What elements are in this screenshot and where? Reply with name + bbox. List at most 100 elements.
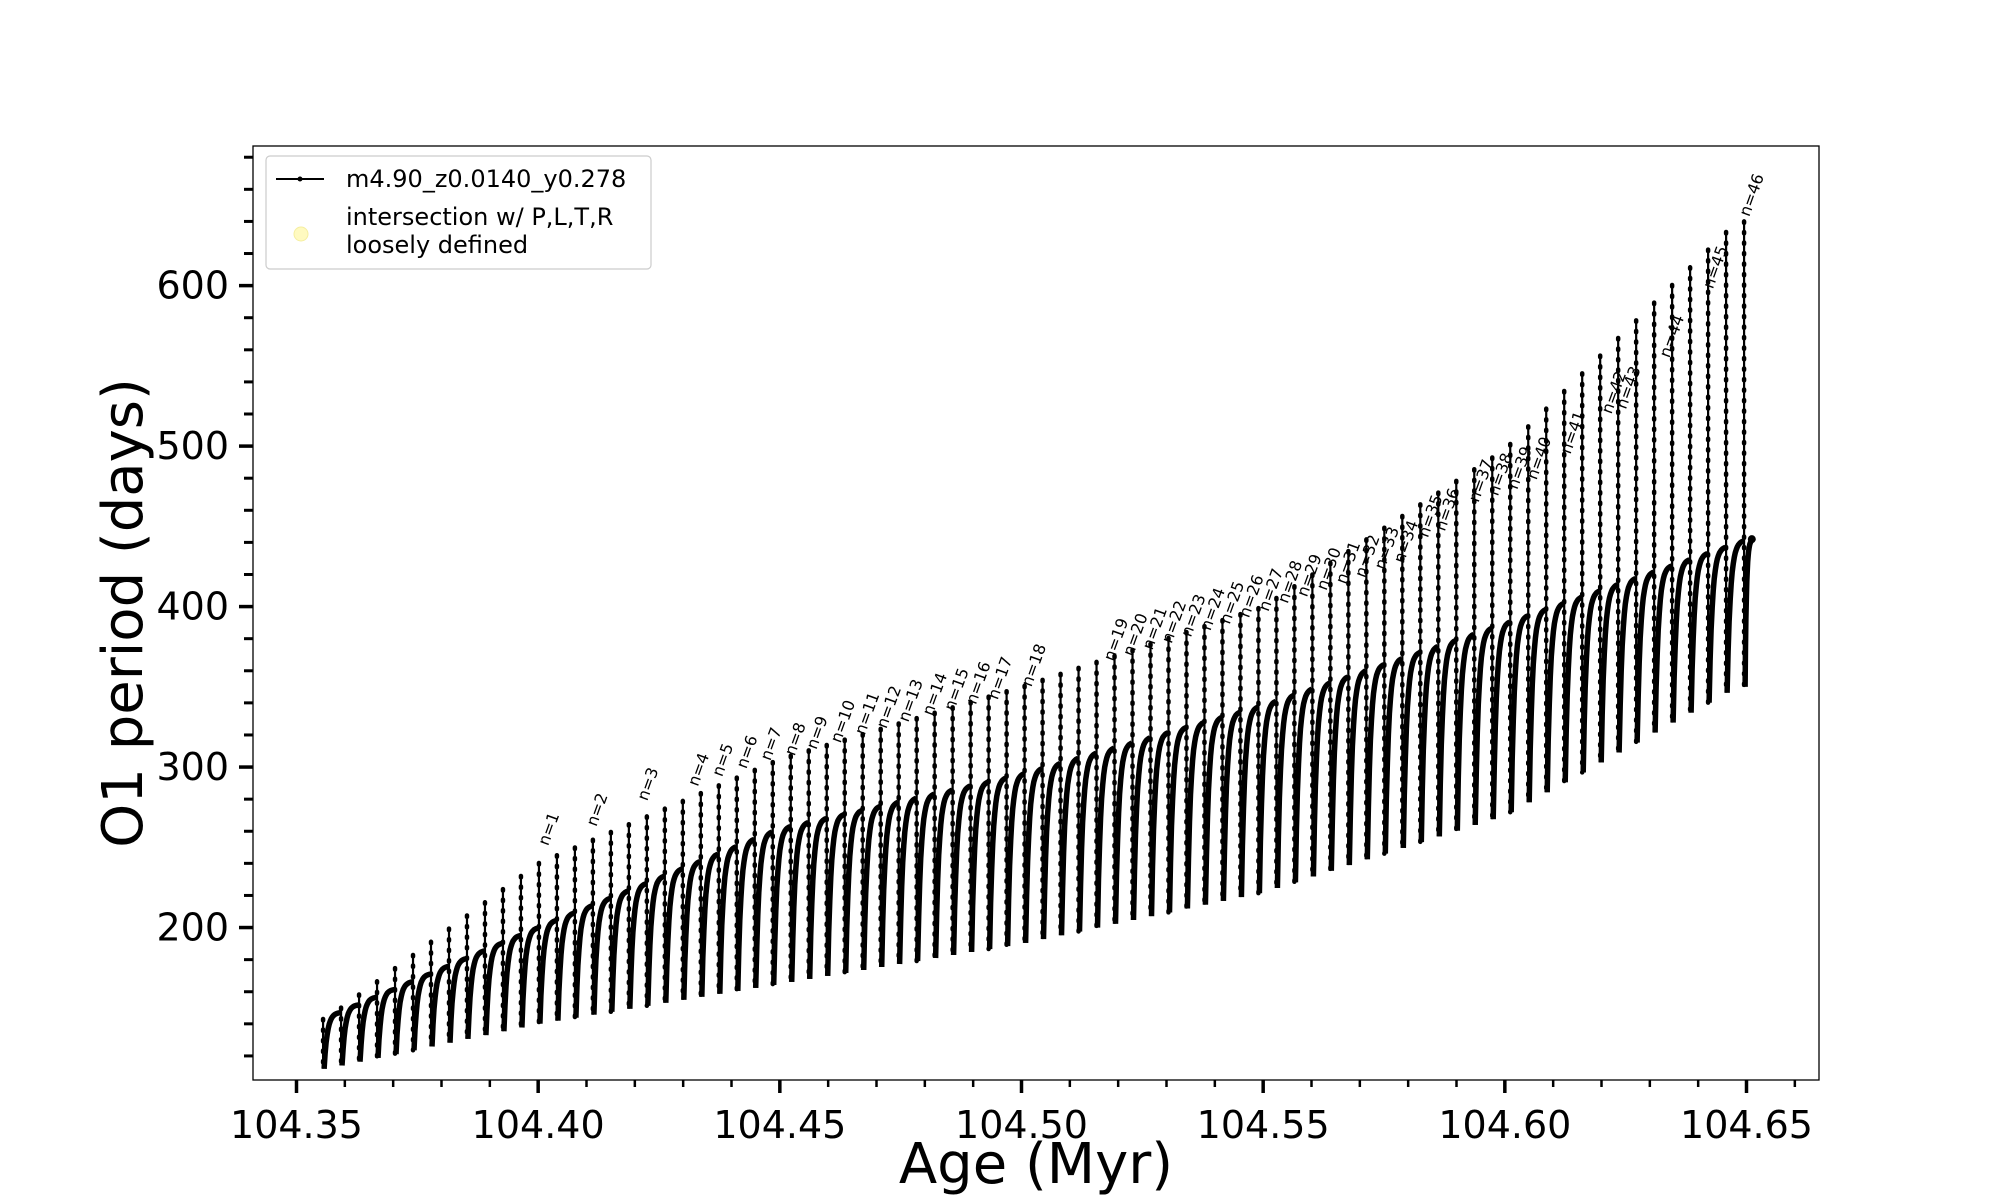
legend: m4.90_z0.0140_y0.278 intersection w/ P,L… [265,155,652,270]
series-cycle-curve [1472,625,1494,825]
series-cycle-curve [1508,613,1530,813]
series-cycle-curve [1274,692,1296,889]
series-cycle-curve [609,888,631,1012]
series-cycle-curve [1346,668,1368,866]
series-cycle-curve [411,971,433,1051]
plot-frame [252,145,1820,1081]
series-cycle-curve [806,815,828,979]
series-cycle-curve [447,956,469,1043]
series-cycle-curve [1634,569,1656,743]
series-cycle-curve [1292,686,1314,883]
y-axis-label: O1 period (days) [91,378,156,848]
y-axis: 200 300 400 500 600 [156,155,253,1058]
series-layer [320,219,1756,1072]
x-axis: 104.35 104.40 104.45 104.50 104.55 104.60 104.… [230,1080,1813,1147]
series-cycle-curve [1166,725,1188,913]
series-cycle-curve [645,873,667,1006]
series-cycle-curve [339,1002,361,1066]
series-cycle-curve [1562,594,1584,783]
series-cycle-curve [950,783,972,956]
series-cycle-curve [1004,771,1026,947]
series-cycle-curve [555,910,577,1021]
y-tick-label: 500 [156,424,229,468]
legend-label-intersection-line2: loosely defined [346,231,528,259]
series-cycle-curve [1616,575,1638,753]
series-cycle-curve [465,948,487,1040]
x-tick-label: 104.55 [1197,1103,1330,1147]
x-tick-label: 104.40 [472,1103,605,1147]
series-cycle-curve [1148,730,1170,917]
series-cycle-curve [770,824,792,985]
series-cycle-curve [429,963,451,1047]
series-cycle-curve [375,986,397,1059]
series-cycle-curve [627,881,649,1009]
series-cycle-curve [968,779,990,953]
series-cycle-curve [878,799,900,968]
series-cycle-curve [1256,698,1278,894]
series-cycle-curve [932,787,954,959]
series-cycle-curve [1220,709,1242,901]
series-cycle-curve [501,932,523,1032]
series-cycle-curve [1328,674,1350,871]
series-cycle-curve [321,1009,343,1069]
series-cycle-curve [1076,750,1098,932]
series-cycle-curve [1310,680,1332,877]
series-cycle-curve [591,895,613,1015]
x-tick-label: 104.45 [713,1103,846,1147]
x-tick-label: 104.65 [1680,1103,1813,1147]
series-cycle-curve [1130,735,1152,921]
series-cycle-curve [537,917,559,1024]
series-cycle-curve [393,979,415,1055]
series-cycle-curve [1364,662,1386,860]
series-cycle-curve [1724,538,1746,693]
legend-label-intersection-line1: intersection w/ P,L,T,R [346,203,613,231]
x-tick-label: 104.35 [230,1103,363,1147]
series-cycle-curve [1112,740,1134,924]
series-cycle-curve [1058,755,1080,936]
series-cycle-curve [1040,761,1062,940]
x-tick-label: 104.60 [1438,1103,1571,1147]
y-tick-label: 300 [156,745,229,789]
series-cycle-curve [896,795,918,965]
series-cycle-curve [1418,644,1440,843]
series-cycle-curve [1454,631,1476,831]
series-cycle-curve [788,820,810,982]
series-cycle-curve [717,844,739,994]
series-cycle-curve [1526,607,1548,803]
series-cycle-curve [1670,557,1692,723]
series-end-point [1747,535,1756,544]
series-cycle-curve [1544,600,1566,793]
series-cycle-curve [681,858,703,1000]
series-cycle-curve [663,866,685,1003]
x-axis-label: Age (Myr) [899,1132,1173,1197]
series-cycle-curve [1400,650,1422,848]
series-cycle-curve [519,925,541,1028]
series-cycle-curve [1580,588,1602,773]
series-cycle-curve [752,829,775,988]
series-cycle-curve [483,940,505,1036]
series-cycle-curve [1094,745,1116,928]
y-tick-label: 400 [156,585,229,629]
series-cycle-curve [1688,550,1710,713]
series-cycle-curve [1490,619,1512,820]
series-cycle-curve [1238,704,1260,898]
legend-frame [265,155,652,270]
series-cycle-curve [1022,766,1044,943]
legend-label-series: m4.90_z0.0140_y0.278 [346,165,626,193]
series-cycle-curve [1652,563,1674,733]
x-tick-label: 104.50 [955,1103,1088,1147]
y-tick-label: 200 [156,906,229,950]
series-cycle-curve [986,775,1008,950]
series-cycle-curve [824,811,846,976]
series-cycle-curve [1202,714,1224,905]
series-cycle-curve [1184,720,1206,909]
legend-dot-marker [297,176,303,182]
series-cycle-curve [699,851,721,997]
series-cycle-curve [1436,637,1458,837]
series-cycle-curve [735,836,757,991]
series-cycle-curve [573,903,595,1018]
y-tick-label: 600 [156,264,229,308]
series-cycle-curve [1706,544,1728,703]
series-cycle-curve [1382,656,1404,854]
